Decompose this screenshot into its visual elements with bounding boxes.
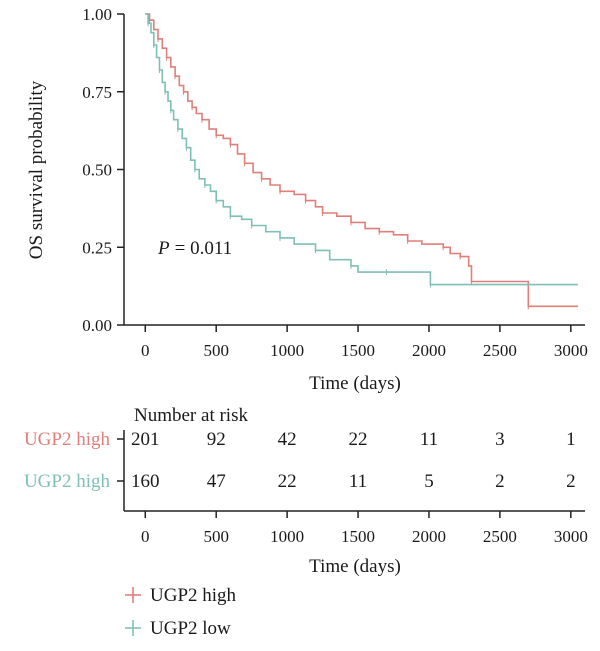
risk-count: 2	[566, 471, 576, 492]
risk-count: 92	[207, 429, 226, 450]
risk-x-label: Time (days)	[309, 556, 401, 577]
legend-label: UGP2 low	[150, 618, 231, 639]
risk-row-label: UGP2 high	[24, 429, 111, 450]
p-value-annotation: P = 0.011	[157, 238, 232, 259]
km-x-tick-label: 1000	[270, 341, 304, 360]
km-curve-ugp2-low	[145, 13, 578, 286]
risk-x-tick-label: 1000	[270, 527, 304, 546]
risk-x-tick-label: 0	[141, 527, 150, 546]
km-x-label: Time (days)	[309, 373, 401, 394]
risk-count: 2	[495, 471, 505, 492]
risk-x-tick-label: 2500	[483, 527, 517, 546]
risk-count: 22	[278, 471, 297, 492]
risk-table-title: Number at risk	[134, 405, 248, 426]
risk-count: 47	[207, 471, 226, 492]
km-x-tick-label: 3000	[554, 341, 588, 360]
risk-count: 201	[131, 429, 160, 450]
km-y-tick-label: 0.50	[82, 161, 112, 180]
km-y-tick-label: 1.00	[82, 5, 112, 24]
risk-x-tick-label: 2000	[412, 527, 446, 546]
risk-count: 3	[495, 429, 505, 450]
km-y-tick-label: 0.25	[82, 238, 112, 257]
risk-table: Number at risk UGP2 high 201 92 42 22 11 3 1UGP…	[24, 405, 588, 577]
risk-count: 5	[424, 471, 434, 492]
risk-count: 11	[420, 429, 438, 450]
km-x-tick-label: 1500	[341, 341, 375, 360]
km-y-label: OS survival probability	[26, 80, 47, 259]
risk-row-label: UGP2 high	[24, 471, 111, 492]
risk-count: 1	[566, 429, 576, 450]
km-x-tick-label: 2500	[483, 341, 517, 360]
p-value-symbol: P	[157, 238, 170, 259]
legend-label: UGP2 high	[150, 585, 237, 606]
risk-count: 42	[278, 429, 297, 450]
km-x-tick-label: 0	[141, 341, 150, 360]
risk-count: 160	[131, 471, 160, 492]
km-plot: 0.00 0.25 0.50 0.75 1.00 0 500 1000 1500 2000 250…	[26, 5, 588, 394]
km-curve-ugp2-high	[145, 13, 578, 308]
risk-count: 11	[349, 471, 367, 492]
km-y-tick-label: 0.00	[82, 316, 112, 335]
km-y-tick-label: 0.75	[82, 83, 112, 102]
p-value-text: = 0.011	[175, 238, 233, 259]
km-x-tick-label: 500	[203, 341, 229, 360]
risk-x-tick-label: 3000	[554, 527, 588, 546]
risk-count: 22	[349, 429, 368, 450]
km-x-tick-label: 2000	[412, 341, 446, 360]
risk-x-tick-label: 1500	[341, 527, 375, 546]
risk-x-tick-label: 500	[203, 527, 229, 546]
legend: UGP2 high UGP2 low	[125, 585, 237, 639]
